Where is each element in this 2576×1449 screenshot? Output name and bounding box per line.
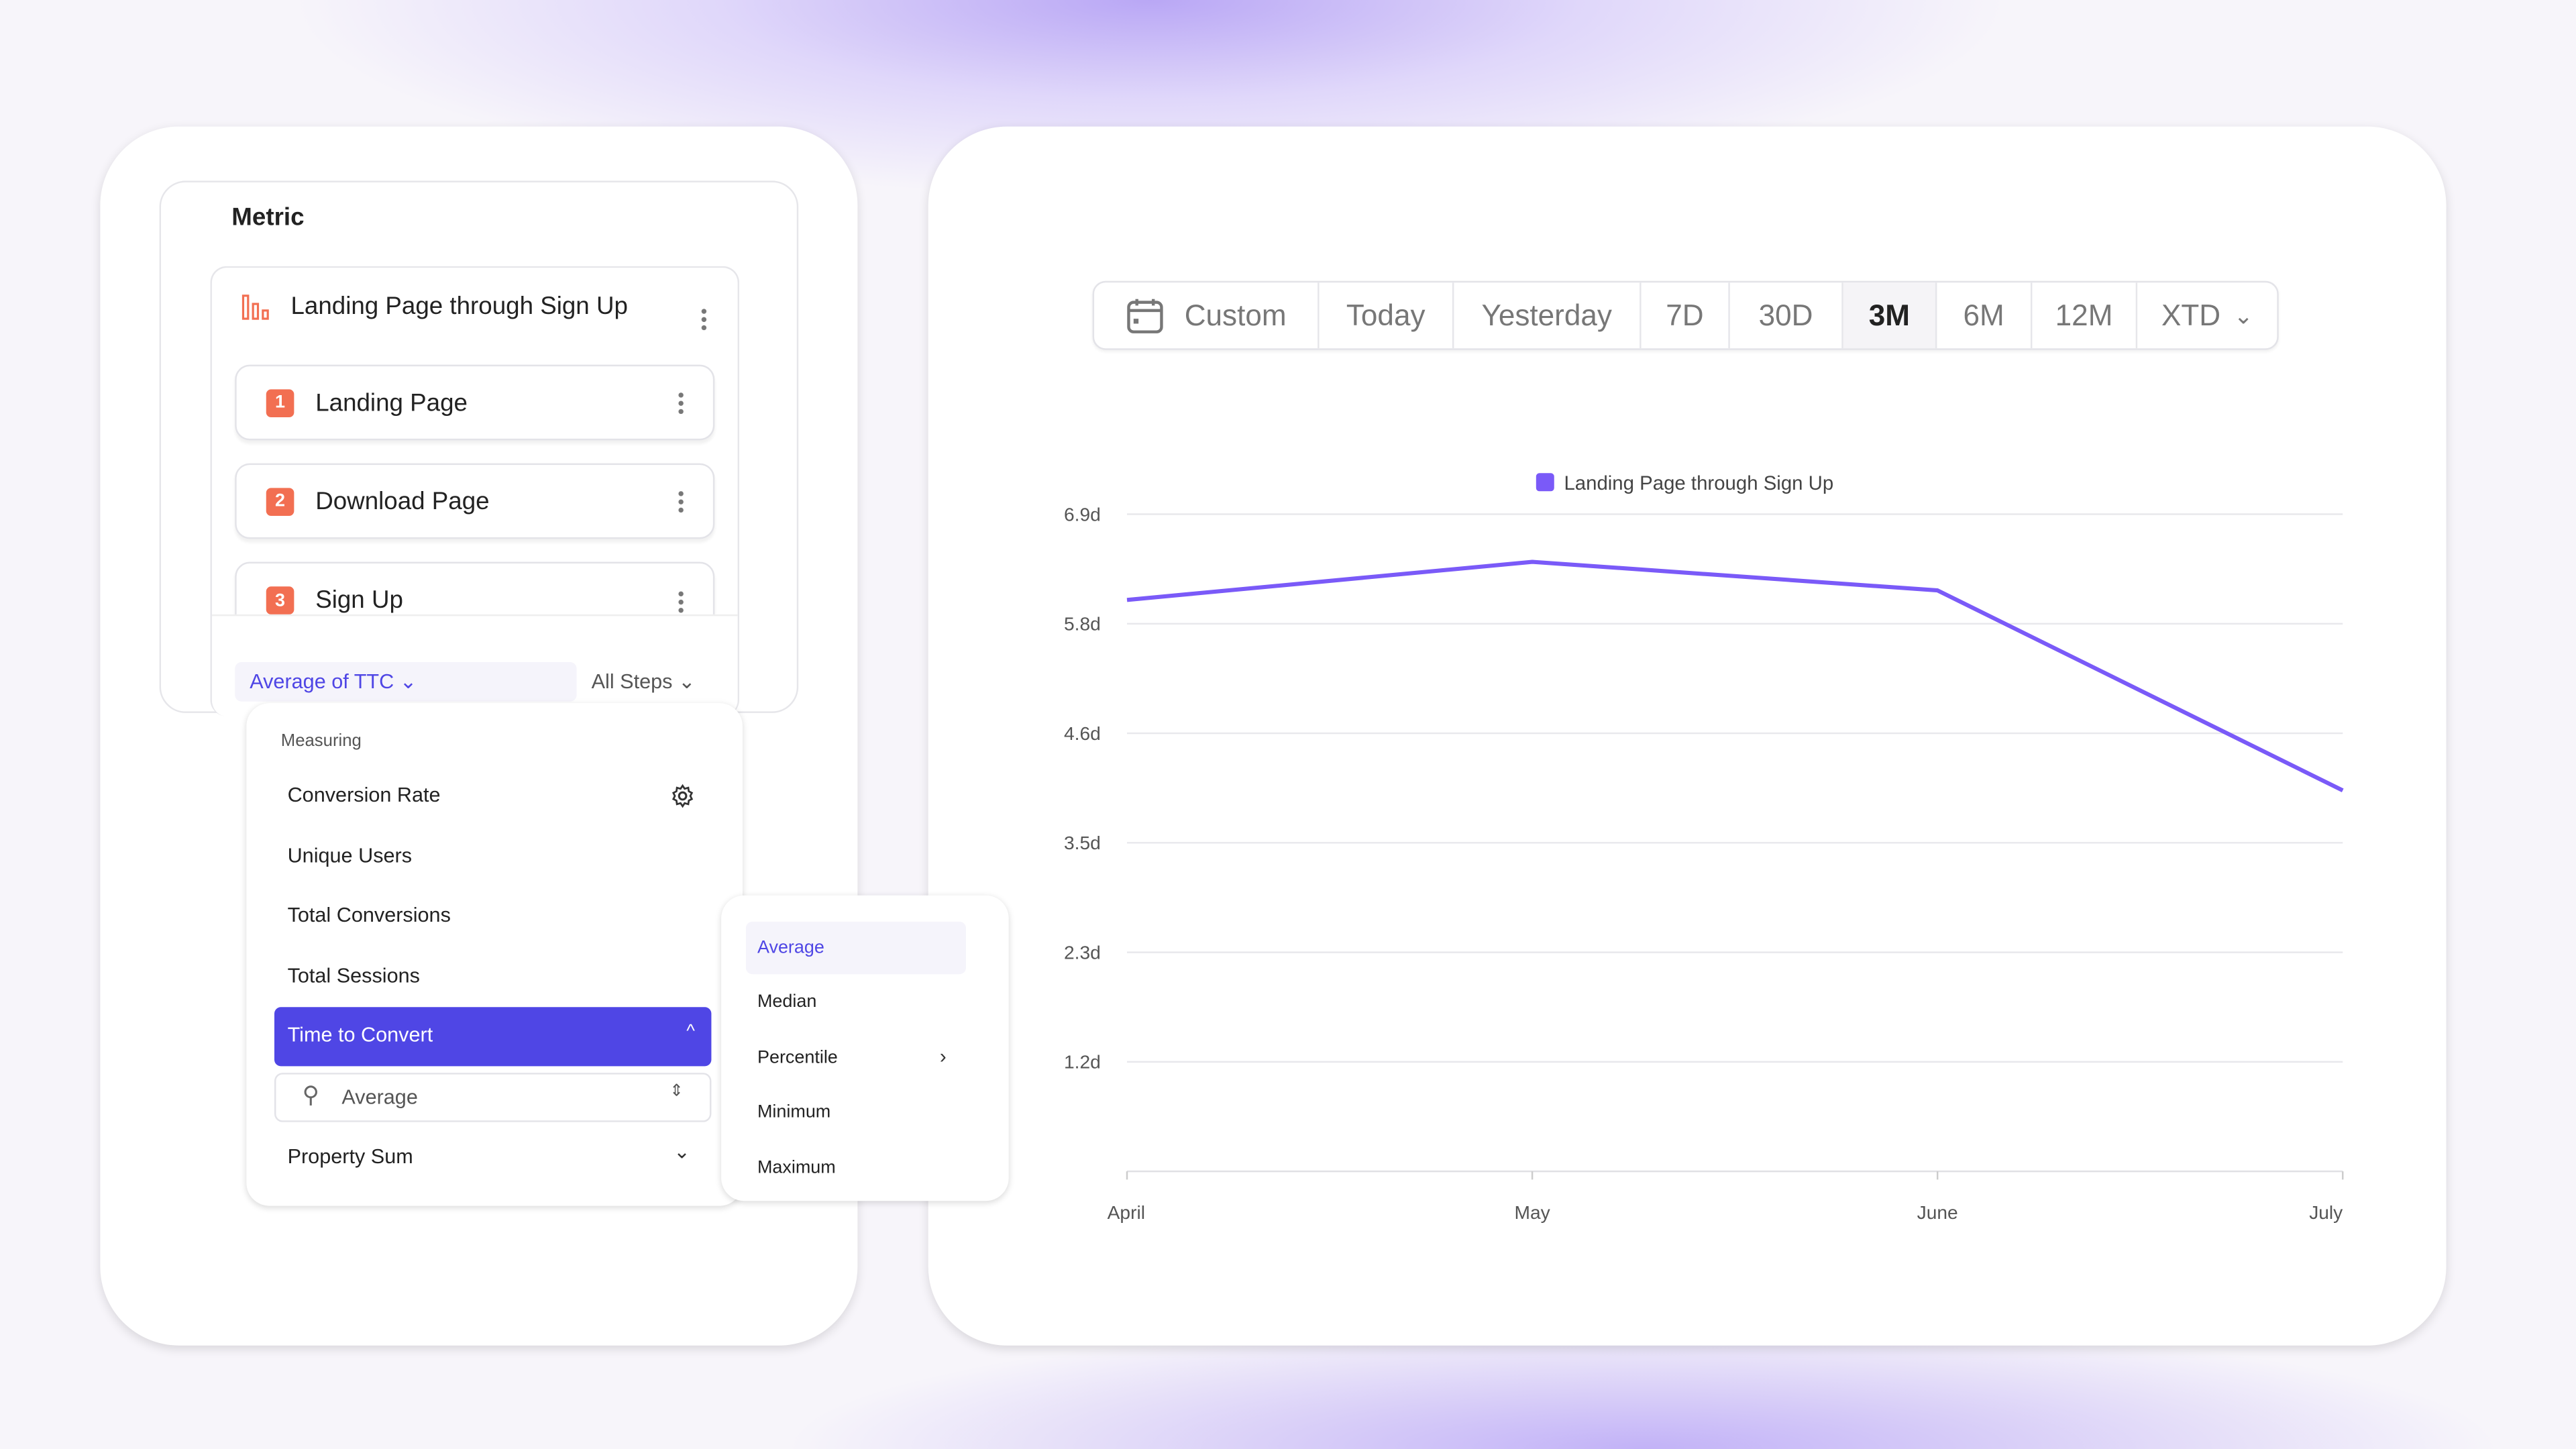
step-1[interactable]: 1 Landing Page <box>235 364 715 441</box>
x-tick-label: June <box>1917 1202 1958 1223</box>
y-tick-label: 6.9d <box>1064 504 1101 525</box>
step-more-icon[interactable] <box>678 489 684 513</box>
measure-selector[interactable]: Average of TTC ⌄ <box>235 661 577 702</box>
funnel-chart-icon <box>241 294 269 319</box>
menu-heading: Measuring <box>280 731 362 751</box>
funnel-name: Landing Page through Sign Up <box>290 292 628 321</box>
chevron-right-icon: › <box>939 1044 947 1068</box>
range-7d[interactable]: 7D <box>1642 282 1730 349</box>
metric-title: Metric <box>231 203 305 232</box>
aggregation-select-value: Average <box>341 1085 418 1110</box>
legend-swatch <box>1536 473 1554 492</box>
y-tick-label: 5.8d <box>1064 614 1101 635</box>
series-line <box>1126 559 2344 792</box>
x-tick-label: May <box>1514 1202 1550 1223</box>
range-custom[interactable]: Custom <box>1094 282 1320 349</box>
step-number-badge: 3 <box>266 586 294 614</box>
step-number-badge: 2 <box>266 487 294 515</box>
range-30d[interactable]: 30D <box>1730 282 1843 349</box>
y-tick-label: 4.6d <box>1064 723 1101 744</box>
menu-item-time-to-convert[interactable]: Time to Convert ^ <box>274 1007 712 1067</box>
range-xtd[interactable]: XTD ⌄ <box>2137 282 2277 348</box>
chevron-up-icon: ^ <box>686 1022 695 1042</box>
agg-item-median[interactable]: Median <box>757 992 817 1012</box>
step-2[interactable]: 2 Download Page <box>235 463 715 539</box>
step-more-icon[interactable] <box>678 590 684 613</box>
range-yesterday[interactable]: Yesterday <box>1454 282 1642 349</box>
selected-highlight <box>745 921 967 975</box>
y-tick-label: 3.5d <box>1064 833 1101 853</box>
step-label: Landing Page <box>315 388 468 417</box>
divide-icon: ⚲ <box>302 1081 319 1108</box>
x-tick-label: July <box>2309 1202 2343 1223</box>
legend-label: Landing Page through Sign Up <box>1564 472 1833 494</box>
chevron-down-icon[interactable]: ⌄ <box>674 1140 690 1163</box>
funnel-header[interactable]: Landing Page through Sign Up <box>241 292 628 321</box>
menu-item-unique-users[interactable]: Unique Users <box>287 844 413 868</box>
chevron-down-icon: ⌄ <box>399 670 417 694</box>
menu-item-total-sessions[interactable]: Total Sessions <box>287 964 420 987</box>
step-number-badge: 1 <box>266 388 294 417</box>
range-label: XTD <box>2161 298 2221 331</box>
steps-selector-label: All Steps <box>591 670 673 694</box>
menu-item-property-sum[interactable]: Property Sum <box>287 1144 413 1169</box>
range-12m[interactable]: 12M <box>2032 282 2138 349</box>
agg-item-percentile[interactable]: Percentile <box>757 1048 838 1068</box>
agg-item-maximum[interactable]: Maximum <box>757 1158 836 1178</box>
funnel-footer: Average of TTC ⌄ All Steps ⌄ <box>211 614 738 716</box>
updown-chevron-icon: ⇕ <box>669 1082 684 1101</box>
gear-icon[interactable] <box>670 784 695 808</box>
x-tick-label: April <box>1108 1202 1145 1223</box>
aggregation-select[interactable]: ⚲ Average ⇕ <box>274 1073 712 1122</box>
funnel-more-icon[interactable] <box>701 307 707 331</box>
chevron-down-icon: ⌄ <box>2233 301 2253 328</box>
agg-item-minimum[interactable]: Minimum <box>757 1102 831 1122</box>
agg-item-average[interactable]: Average <box>757 938 824 958</box>
range-6m[interactable]: 6M <box>1937 282 2033 349</box>
range-today[interactable]: Today <box>1320 282 1454 349</box>
step-more-icon[interactable] <box>678 390 684 415</box>
measuring-menu: Measuring Conversion Rate Unique Users T… <box>246 703 743 1206</box>
steps-selector[interactable]: All Steps ⌄ <box>591 669 696 694</box>
funnel-card: Landing Page through Sign Up 1 Landing Pa… <box>210 266 740 716</box>
menu-item-total-conversions[interactable]: Total Conversions <box>287 903 451 927</box>
menu-item-label: Time to Convert <box>287 1023 433 1047</box>
measure-selector-label: Average of TTC <box>250 670 394 694</box>
menu-item-conversion-rate[interactable]: Conversion Rate <box>287 784 441 807</box>
y-tick-label: 1.2d <box>1064 1052 1101 1073</box>
aggregation-menu: Average Median Percentile › Minimum Maxi… <box>721 895 1009 1201</box>
range-label: Custom <box>1184 298 1287 331</box>
step-label: Download Page <box>315 487 490 515</box>
date-range-picker: Custom Today Yesterday 7D 30D 3M 6M 12M … <box>1092 280 2279 350</box>
y-tick-label: 2.3d <box>1064 942 1101 963</box>
chevron-down-icon: ⌄ <box>678 670 696 694</box>
range-3m[interactable]: 3M <box>1843 282 1937 349</box>
step-label: Sign Up <box>315 586 403 614</box>
calendar-icon <box>1127 299 1163 333</box>
